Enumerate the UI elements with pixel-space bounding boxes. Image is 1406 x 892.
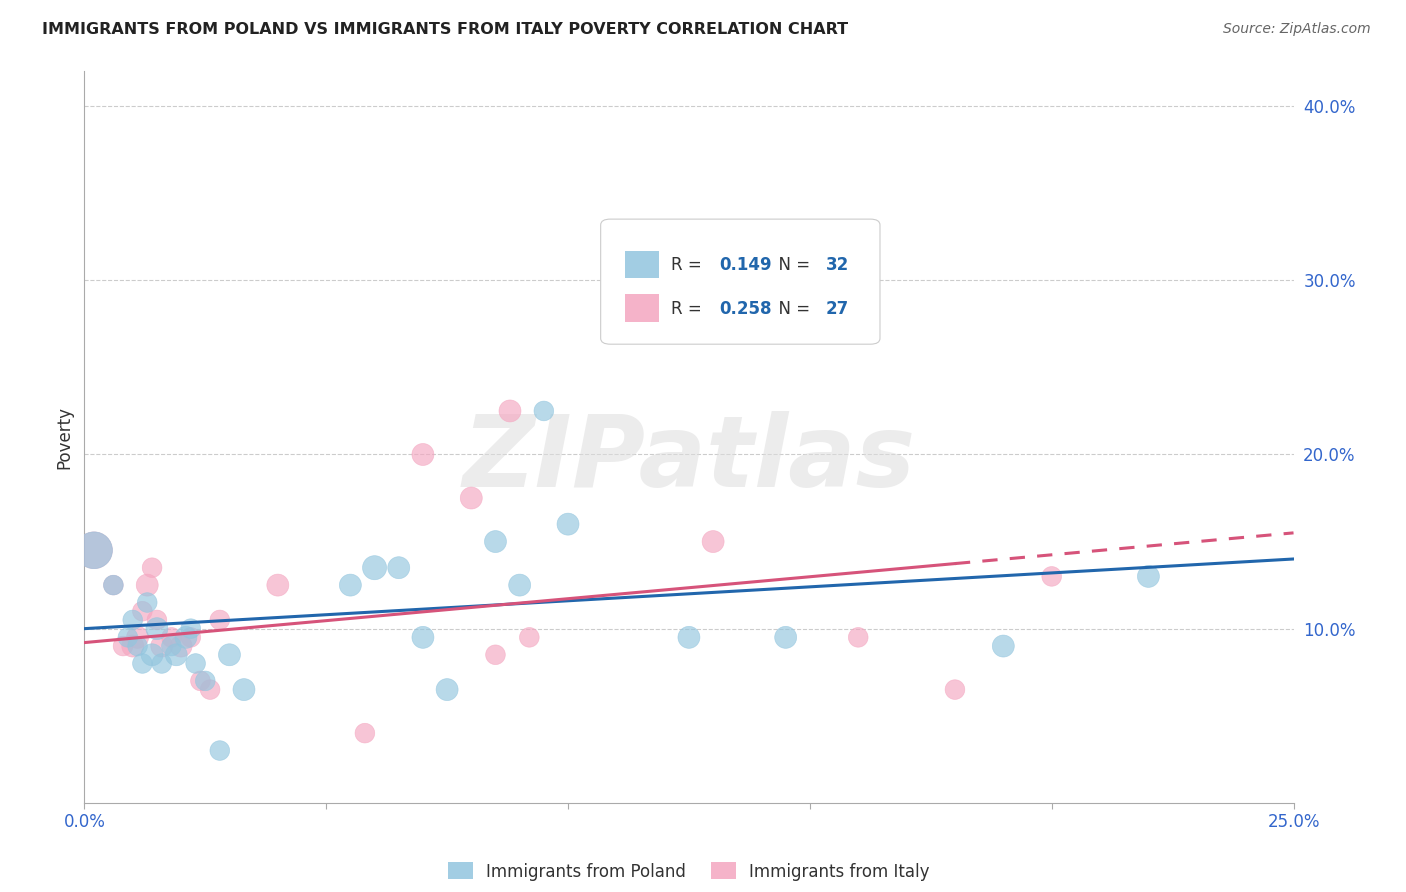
Point (388, 560, 411, 574)
Point (83, 543, 105, 558)
Text: IMMIGRANTS FROM POLAND VS IMMIGRANTS FROM ITALY POVERTY CORRELATION CHART: IMMIGRANTS FROM POLAND VS IMMIGRANTS FRO… (42, 22, 848, 37)
Point (943, 682, 966, 697)
Point (533, 404, 555, 418)
Point (198, 682, 221, 697)
Point (121, 639, 143, 653)
FancyBboxPatch shape (624, 294, 659, 322)
Text: 0.258: 0.258 (720, 300, 772, 318)
Point (194, 673, 217, 688)
Point (775, 631, 797, 645)
Point (412, 448, 434, 462)
Point (993, 639, 1015, 653)
Point (460, 491, 482, 505)
Text: 32: 32 (825, 256, 849, 274)
Point (131, 657, 153, 671)
Point (517, 631, 540, 645)
Point (103, 578, 125, 592)
Text: 27: 27 (825, 300, 849, 318)
Text: ZIPatlas: ZIPatlas (463, 410, 915, 508)
Point (208, 743, 231, 757)
Text: Source: ZipAtlas.com: Source: ZipAtlas.com (1223, 22, 1371, 37)
Point (165, 648, 187, 662)
Point (233, 682, 256, 697)
Point (127, 631, 149, 645)
Point (846, 631, 869, 645)
Point (131, 604, 153, 618)
Text: N =: N = (768, 256, 815, 274)
Point (412, 631, 434, 645)
Point (141, 560, 163, 574)
Y-axis label: Poverty: Poverty (55, 406, 73, 468)
Point (436, 682, 458, 697)
Text: N =: N = (768, 300, 815, 318)
Point (160, 631, 183, 645)
Point (208, 613, 231, 627)
Point (190, 673, 212, 688)
Point (141, 648, 163, 662)
Point (112, 639, 135, 653)
Point (267, 578, 290, 592)
Point (83, 543, 105, 558)
Point (499, 404, 522, 418)
Point (103, 578, 125, 592)
FancyBboxPatch shape (600, 219, 880, 344)
Point (146, 613, 169, 627)
Text: 0.149: 0.149 (720, 256, 772, 274)
Point (1137, 569, 1160, 583)
Point (354, 726, 377, 740)
Point (170, 639, 193, 653)
Point (509, 578, 531, 592)
Point (150, 657, 173, 671)
Point (1040, 569, 1063, 583)
Point (339, 578, 361, 592)
Point (136, 578, 159, 592)
Point (218, 648, 240, 662)
Point (150, 639, 173, 653)
Point (160, 639, 183, 653)
Point (180, 631, 202, 645)
FancyBboxPatch shape (624, 251, 659, 278)
Point (557, 517, 579, 532)
Point (127, 639, 149, 653)
Text: R =: R = (671, 256, 707, 274)
Point (702, 534, 724, 549)
Point (136, 595, 159, 609)
Point (678, 631, 700, 645)
Point (363, 560, 385, 574)
Point (484, 648, 506, 662)
Legend: Immigrants from Poland, Immigrants from Italy: Immigrants from Poland, Immigrants from … (449, 863, 929, 880)
Point (180, 622, 202, 636)
Point (174, 631, 197, 645)
Point (117, 631, 139, 645)
Point (146, 622, 169, 636)
Point (484, 534, 506, 549)
Text: R =: R = (671, 300, 707, 318)
Point (121, 613, 143, 627)
Point (184, 657, 207, 671)
